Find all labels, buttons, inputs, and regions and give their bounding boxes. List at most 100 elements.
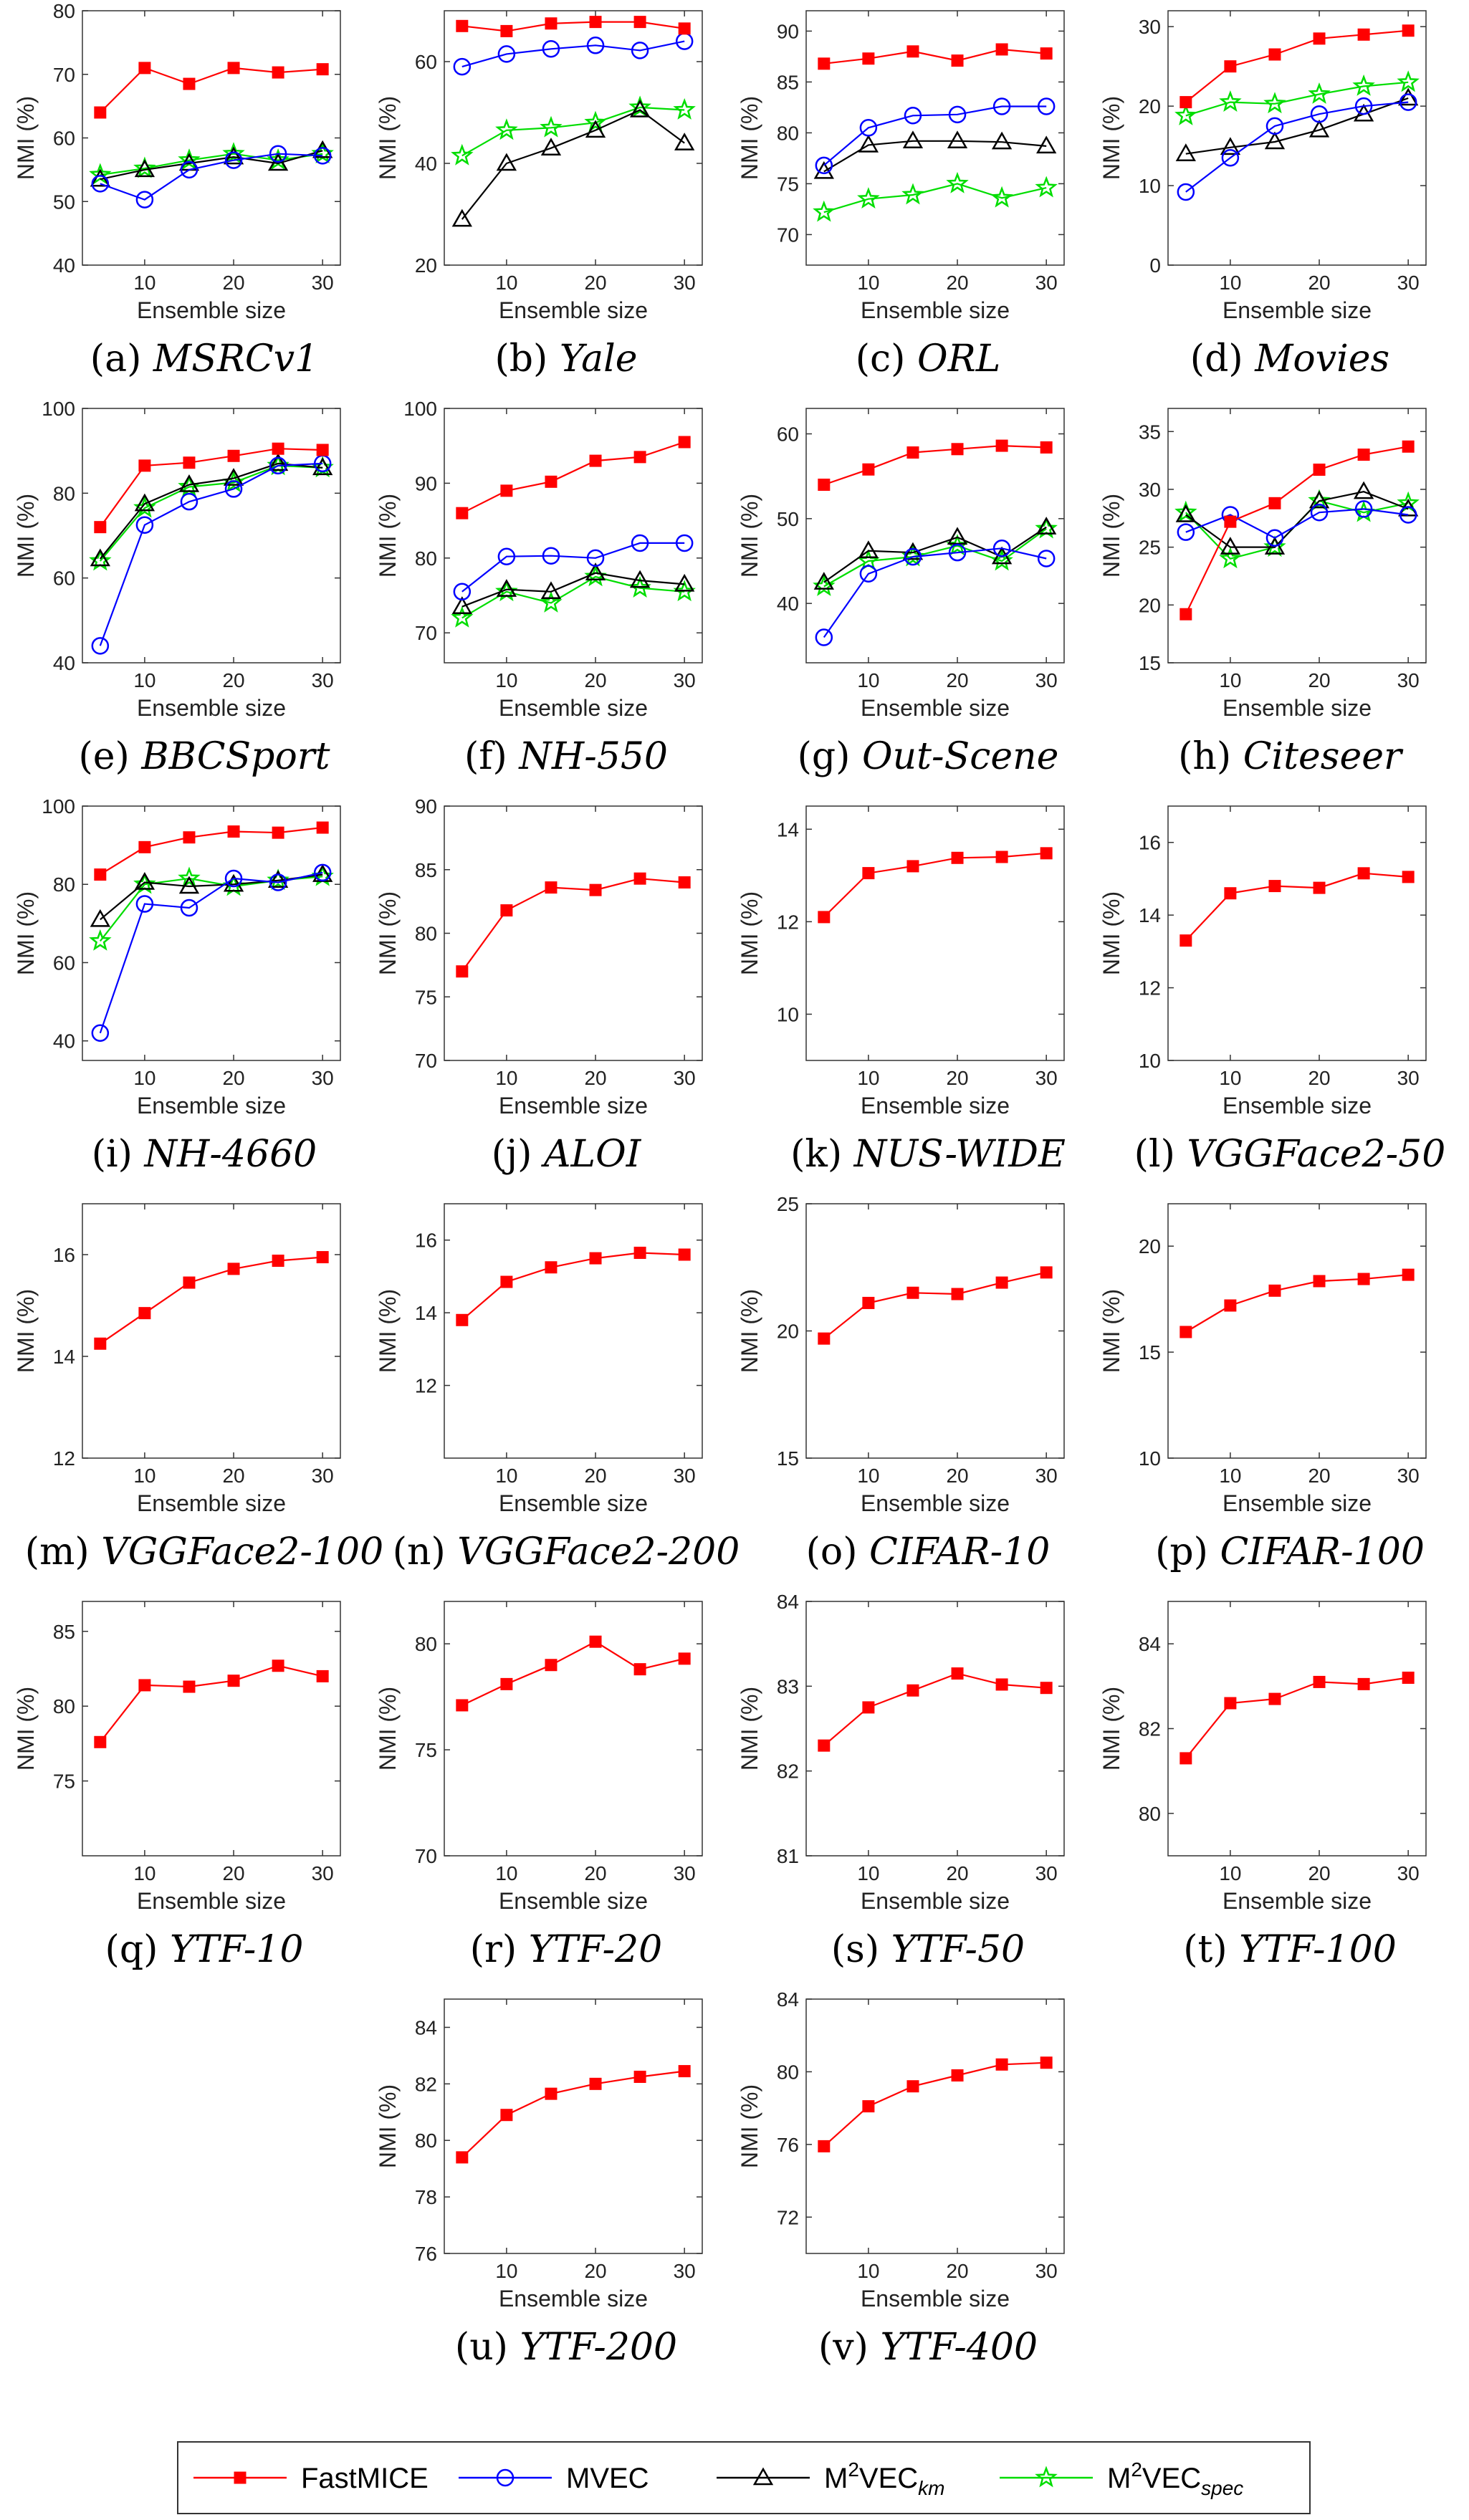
marker-10-0-2 xyxy=(906,860,919,873)
y-axis-label: NMI (%) xyxy=(1099,494,1124,578)
marker-7-2-2 xyxy=(1264,537,1286,555)
marker-1-0-3 xyxy=(589,16,602,29)
marker-4-2-1 xyxy=(134,493,155,512)
series-line-M2VECkm xyxy=(100,150,323,181)
marker-16-0-0 xyxy=(94,1735,107,1748)
marker-16-0-1 xyxy=(138,1679,151,1692)
caption-dataset-name: ORL xyxy=(917,337,1000,380)
marker-2-2-5 xyxy=(1036,135,1057,154)
marker-8-1-1 xyxy=(135,895,154,913)
plot-frame xyxy=(444,408,703,663)
y-tick-label: 20 xyxy=(1139,594,1161,616)
subplot-caption: (i) NH-4660 xyxy=(92,1133,317,1176)
marker-2-2-3 xyxy=(947,130,968,149)
series-line-FastMICE xyxy=(461,1640,685,1706)
marker-7-1-0 xyxy=(1177,523,1195,541)
subplot-caption: (d) Movies xyxy=(1190,337,1389,380)
y-tick-label: 84 xyxy=(415,2016,437,2038)
y-axis-label: NMI (%) xyxy=(737,1687,762,1771)
x-tick-label: 10 xyxy=(857,1067,879,1089)
marker-3-1-1 xyxy=(1221,148,1240,167)
x-tick-label: 10 xyxy=(133,1465,155,1487)
x-tick-label: 10 xyxy=(495,1465,517,1487)
marker-4-0-3 xyxy=(227,449,240,462)
marker-5-1-4 xyxy=(631,534,649,552)
x-axis-label: Ensemble size xyxy=(861,1093,1010,1118)
marker-0-1-5 xyxy=(313,147,332,165)
marker-6-1-4 xyxy=(992,540,1011,557)
y-tick-label: 90 xyxy=(415,472,437,494)
marker-7-0-2 xyxy=(1268,497,1281,509)
series-line-M2VECspec xyxy=(823,528,1047,588)
marker-6-1-0 xyxy=(815,628,833,646)
marker-1-0-0 xyxy=(456,19,469,32)
marker-0-1-3 xyxy=(224,151,243,169)
plot-frame xyxy=(1167,805,1427,1061)
marker-4-0-1 xyxy=(138,459,151,472)
marker-19-0-5 xyxy=(1402,1672,1415,1684)
x-tick-label: 20 xyxy=(946,272,968,294)
y-tick-label: 20 xyxy=(415,254,437,277)
marker-1-0-5 xyxy=(678,22,691,35)
marker-7-2-0 xyxy=(1175,504,1196,522)
marker-5-2-5 xyxy=(674,573,695,592)
marker-3-0-5 xyxy=(1402,24,1415,37)
caption-dataset-name: NH-4660 xyxy=(143,1133,317,1176)
x-axis-label: Ensemble size xyxy=(499,1093,648,1118)
x-axis-label: Ensemble size xyxy=(499,1888,648,1914)
y-tick-label: 85 xyxy=(415,859,437,881)
caption-dataset-name: YTF-10 xyxy=(170,1928,304,1971)
y-tick-label: 60 xyxy=(53,128,75,150)
subplot-2: 70 75 80 85 90 10 20 30 Ensemble size NMI (%) (c) … xyxy=(737,10,1065,380)
marker-18-0-1 xyxy=(862,1701,875,1714)
series-line-FastMICE xyxy=(461,441,685,514)
x-tick-label: 30 xyxy=(312,1465,334,1487)
marker-3-3-5 xyxy=(1397,70,1420,92)
plot-frame xyxy=(1167,10,1427,266)
y-tick-label: 40 xyxy=(53,652,75,674)
marker-1-2-5 xyxy=(674,133,695,150)
caption-letter: (j) xyxy=(492,1133,532,1176)
caption-dataset-name: VGGFace2-200 xyxy=(457,1530,740,1573)
subplot-11: 10 12 14 16 10 20 30 Ensemble size NMI (%) (l) VG… xyxy=(1099,805,1445,1176)
x-tick-label: 30 xyxy=(1397,1862,1420,1884)
y-tick-label: 35 xyxy=(1139,421,1161,443)
marker-3-0-4 xyxy=(1357,28,1370,41)
marker-20-0-0 xyxy=(456,2151,469,2164)
marker-4-0-4 xyxy=(272,442,284,455)
x-tick-label: 30 xyxy=(312,1862,334,1884)
marker-5-1-1 xyxy=(497,547,516,565)
x-tick-label: 30 xyxy=(674,1862,696,1884)
subplot-caption: (n) VGGFace2-200 xyxy=(393,1530,740,1573)
marker-4-0-0 xyxy=(94,521,107,534)
y-tick-label: 70 xyxy=(415,1050,437,1072)
caption-letter: (a) xyxy=(90,337,142,380)
subplot-17: 70 75 80 10 20 30 Ensemble size NMI (%) (r) YTF-… xyxy=(375,1601,703,1971)
marker-11-0-2 xyxy=(1268,880,1281,893)
marker-7-1-4 xyxy=(1354,500,1373,518)
series-line-FastMICE xyxy=(823,852,1047,918)
marker-2-2-0 xyxy=(813,161,834,179)
x-tick-label: 20 xyxy=(946,669,968,691)
caption-dataset-name: NH-550 xyxy=(517,735,668,778)
caption-letter: (t) xyxy=(1183,1928,1227,1971)
plot-frame xyxy=(444,805,703,1061)
marker-3-3-4 xyxy=(1352,74,1375,96)
marker-7-3-1 xyxy=(1219,547,1242,569)
marker-3-3-0 xyxy=(1174,103,1197,125)
marker-1-2-2 xyxy=(540,138,562,155)
marker-3-1-4 xyxy=(1354,97,1373,115)
plot-frame xyxy=(805,805,1065,1061)
caption-letter: (q) xyxy=(105,1928,158,1971)
marker-4-0-5 xyxy=(316,444,329,456)
subplot-caption: (f) NH-550 xyxy=(464,735,668,778)
marker-4-2-2 xyxy=(178,474,200,492)
y-tick-label: 80 xyxy=(415,547,437,570)
marker-11-0-1 xyxy=(1224,887,1237,900)
legend-item-FastMICE: FastMICE xyxy=(193,2463,429,2494)
caption-letter: (e) xyxy=(78,735,129,778)
y-tick-label: 70 xyxy=(53,64,75,86)
series-line-FastMICE xyxy=(1185,446,1409,615)
y-tick-label: 70 xyxy=(777,224,799,246)
y-tick-label: 84 xyxy=(777,1591,799,1613)
